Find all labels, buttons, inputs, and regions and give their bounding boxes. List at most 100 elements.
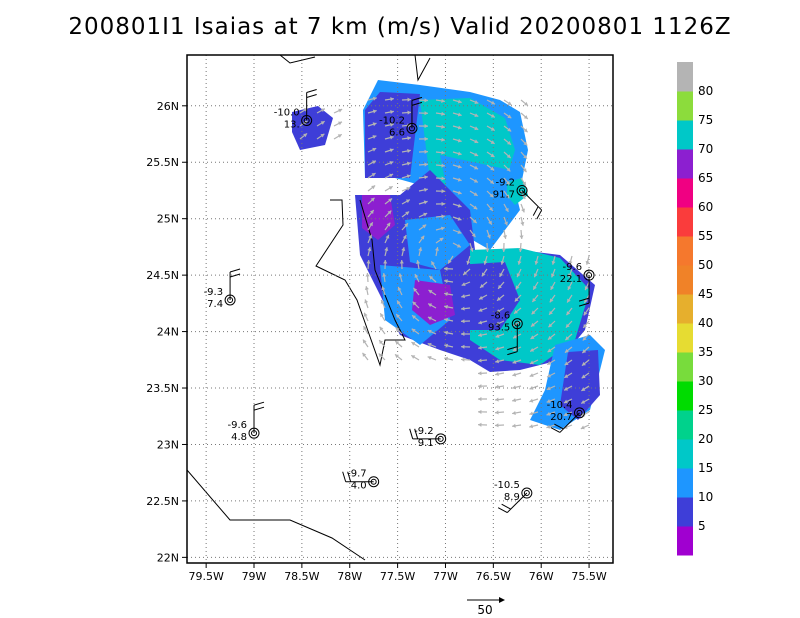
wind-vector-head	[517, 260, 522, 265]
station-speed: 22.1	[560, 274, 582, 285]
station-temp: -9.6	[227, 420, 247, 431]
wind-vector-head	[457, 99, 462, 104]
wind-vector-head	[478, 358, 482, 363]
wind-vector-head	[481, 272, 486, 277]
station-temp: -8.6	[491, 311, 511, 322]
wind-barb-flag	[497, 507, 508, 514]
wind-vector-head	[405, 199, 410, 204]
colorbar-bin	[677, 497, 693, 527]
station-temp: -9.7	[347, 469, 367, 480]
colorbar-label: 20	[698, 432, 713, 446]
wind-vector-head	[478, 384, 482, 389]
wind-vector-head	[506, 167, 511, 172]
wind-vector-head	[521, 208, 525, 213]
wind-vector-head	[581, 399, 586, 404]
wind-vector-head	[407, 148, 411, 153]
wind-vector-head	[364, 299, 369, 304]
wind-vector-head	[441, 124, 445, 129]
station-marker-inner	[519, 187, 526, 194]
colorbar-label: 75	[698, 113, 713, 127]
wind-vector-head	[413, 287, 418, 292]
wind-vector-head	[428, 290, 433, 294]
station-speed: 13.	[284, 119, 300, 130]
wind-vector-head	[514, 297, 519, 302]
wind-vector-head	[362, 339, 367, 344]
wind-vector-head	[397, 286, 402, 291]
colorbar-label: 30	[698, 374, 713, 388]
y-tick-label: 25.5N	[146, 156, 179, 169]
wind-vector-head	[507, 127, 512, 132]
wind-vector-head	[548, 323, 553, 328]
coastline	[187, 55, 431, 561]
wind-vector-head	[478, 333, 482, 338]
wind-vector-head	[383, 260, 388, 264]
reference-label: 50	[477, 603, 492, 617]
wind-vector-head	[457, 151, 462, 156]
wind-vector-head	[427, 329, 432, 334]
station-temp: -10.0	[274, 107, 300, 118]
wind-barb-flag	[229, 268, 241, 273]
wind-vector-head	[495, 397, 499, 402]
wind-vector-head	[370, 197, 375, 202]
station-temp: -9.6	[563, 262, 583, 273]
station-speed: 7.4	[207, 299, 223, 310]
wind-barb-flag	[532, 206, 539, 216]
wind-vector-head	[490, 140, 495, 144]
y-tick-label: 24.5N	[146, 269, 179, 282]
wind-vector-head	[371, 185, 376, 190]
wind-vector-head	[422, 224, 427, 229]
wind-vector-head	[457, 203, 462, 208]
colorbar-bin	[677, 178, 693, 208]
wind-vector-head	[490, 166, 495, 171]
colorbar-label: 45	[698, 287, 713, 301]
x-tick-label: 76.5W	[476, 570, 511, 583]
colorbar-bin	[677, 439, 693, 469]
colorbar-label: 80	[698, 84, 713, 98]
wind-vector-head	[551, 273, 555, 278]
wind-vector-head	[371, 173, 376, 177]
wind-vector-head	[320, 108, 325, 113]
wind-barb-flag	[536, 209, 543, 220]
swath-patch	[455, 262, 520, 330]
wind-vector-head	[583, 323, 588, 328]
wind-vector-head	[390, 97, 394, 102]
wind-vector-head	[381, 286, 386, 291]
colorbar-bin	[677, 410, 693, 440]
station-temp: -9.3	[204, 287, 224, 298]
wind-vector-head	[472, 219, 477, 224]
y-tick-label: 22.5N	[146, 495, 179, 508]
wind-vector-head	[364, 286, 369, 290]
wind-vector-head	[473, 192, 478, 196]
colorbar-label: 25	[698, 403, 713, 417]
wind-vector-head	[512, 398, 516, 403]
wind-vector-head	[469, 247, 474, 252]
wind-vector-head	[529, 360, 534, 365]
swath-patch	[560, 350, 600, 420]
colorbar-label: 35	[698, 345, 713, 359]
wind-vector-head	[407, 97, 411, 102]
wind-vector-head	[513, 334, 518, 339]
station-marker	[573, 407, 585, 419]
colorbar-bin	[677, 236, 693, 266]
wind-vector-head	[564, 374, 569, 378]
wind-vector-head	[434, 247, 440, 251]
wind-vector-head	[372, 122, 377, 127]
wind-barb-flag	[409, 428, 414, 439]
wind-vector-head	[529, 398, 534, 403]
wind-vector-head	[546, 386, 551, 391]
colorbar-bin	[677, 381, 693, 411]
wind-vector-head	[486, 234, 491, 239]
wind-vector-head	[428, 303, 433, 308]
station-marker	[521, 487, 533, 499]
wind-vector-head	[583, 311, 588, 316]
wind-vector-head	[372, 147, 377, 152]
colorbar-label: 15	[698, 461, 713, 475]
colorbar-label: 55	[698, 229, 713, 243]
wind-barb-flag	[550, 427, 561, 433]
wind-vector-head	[506, 180, 510, 185]
wind-vector-head	[512, 359, 517, 364]
wind-vector-head	[585, 273, 590, 278]
x-tick-label: 79.5W	[188, 570, 223, 583]
wind-vector-head	[457, 230, 462, 234]
